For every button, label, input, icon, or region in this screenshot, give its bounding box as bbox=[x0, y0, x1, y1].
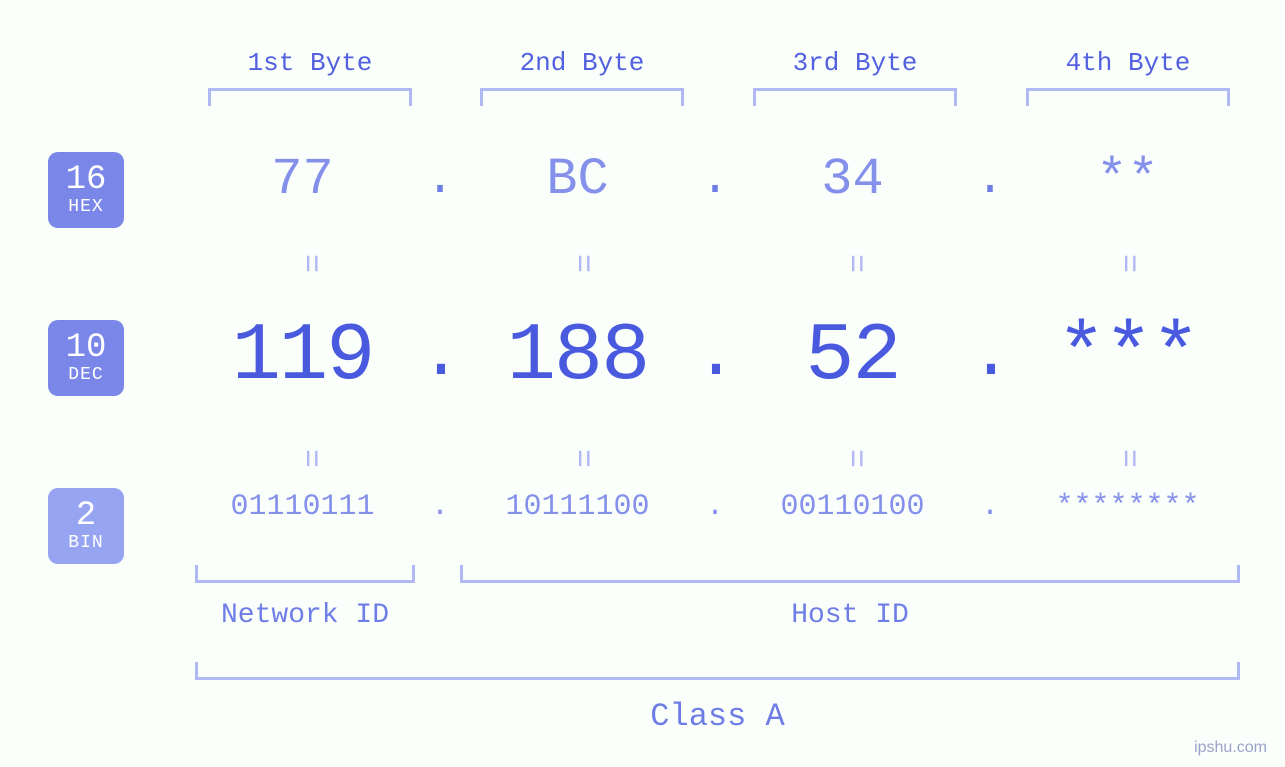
dot: . bbox=[420, 153, 460, 207]
badge-bin: 2 BIN bbox=[48, 488, 124, 564]
dot: . bbox=[695, 317, 735, 396]
byte-header-4: 4th Byte bbox=[1018, 48, 1238, 78]
bracket-byte-2 bbox=[480, 88, 684, 106]
label-network-id: Network ID bbox=[195, 600, 415, 631]
bracket-class bbox=[195, 662, 1240, 680]
bin-row: 01110111 . 10111100 . 00110100 . *******… bbox=[185, 490, 1245, 524]
hex-row: 77 . BC . 34 . ** bbox=[185, 150, 1245, 209]
label-host-id: Host ID bbox=[460, 600, 1240, 631]
bin-byte-1: 01110111 bbox=[185, 490, 420, 524]
badge-hex-num: 16 bbox=[66, 163, 107, 199]
dot: . bbox=[420, 490, 460, 524]
dot: . bbox=[420, 317, 460, 396]
badge-bin-num: 2 bbox=[76, 499, 96, 535]
bin-byte-3: 00110100 bbox=[735, 490, 970, 524]
equals-icon: = bbox=[1110, 349, 1147, 569]
byte-header-1: 1st Byte bbox=[200, 48, 420, 78]
badge-dec: 10 DEC bbox=[48, 320, 124, 396]
equals-icon: = bbox=[564, 349, 601, 569]
badge-dec-label: DEC bbox=[68, 366, 103, 385]
dot: . bbox=[970, 317, 1010, 396]
label-class: Class A bbox=[195, 698, 1240, 735]
dot: . bbox=[695, 490, 735, 524]
bracket-host-id bbox=[460, 565, 1240, 583]
bracket-byte-4 bbox=[1026, 88, 1230, 106]
badge-bin-label: BIN bbox=[68, 534, 103, 553]
bin-byte-2: 10111100 bbox=[460, 490, 695, 524]
equals-icon: = bbox=[292, 349, 329, 569]
dot: . bbox=[970, 490, 1010, 524]
badge-hex-label: HEX bbox=[68, 198, 103, 217]
bracket-byte-3 bbox=[753, 88, 957, 106]
bracket-byte-1 bbox=[208, 88, 412, 106]
dec-row: 119 . 188 . 52 . *** bbox=[185, 310, 1245, 403]
byte-header-3: 3rd Byte bbox=[745, 48, 965, 78]
dot: . bbox=[695, 153, 735, 207]
dot: . bbox=[970, 153, 1010, 207]
ip-diagram: 1st Byte 2nd Byte 3rd Byte 4th Byte 16 H… bbox=[0, 0, 1285, 767]
bin-byte-4: ******** bbox=[1010, 490, 1245, 524]
bracket-network-id bbox=[195, 565, 415, 583]
badge-dec-num: 10 bbox=[66, 331, 107, 367]
watermark: ipshu.com bbox=[1194, 739, 1267, 757]
equals-icon: = bbox=[837, 349, 874, 569]
badge-hex: 16 HEX bbox=[48, 152, 124, 228]
byte-header-2: 2nd Byte bbox=[472, 48, 692, 78]
